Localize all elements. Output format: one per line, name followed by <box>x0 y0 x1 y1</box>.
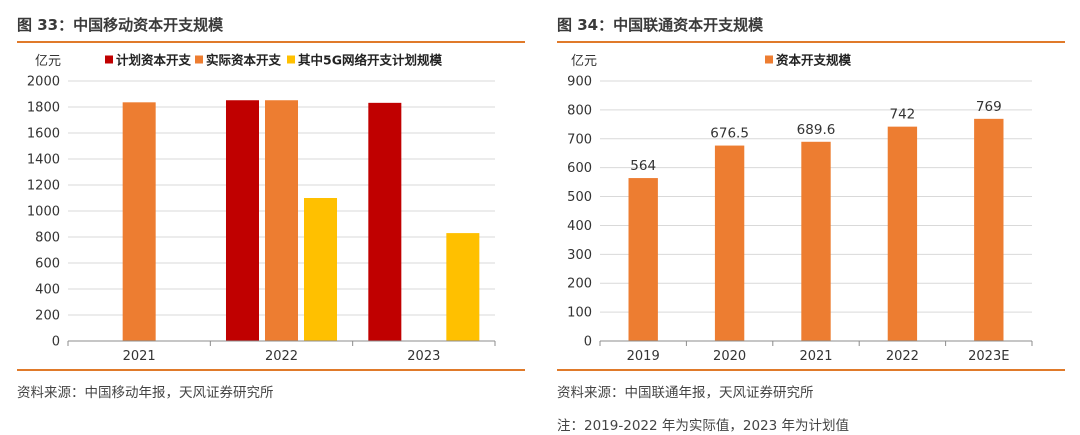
bar <box>225 100 259 341</box>
x-tick-label: 2019 <box>627 349 660 364</box>
x-tick-label: 2021 <box>799 349 832 364</box>
x-tick-label: 2021 <box>123 349 156 364</box>
y-tick-label: 200 <box>567 277 592 292</box>
title-divider <box>557 41 1065 43</box>
y-tick-label: 1600 <box>27 127 60 142</box>
legend-swatch <box>287 55 295 64</box>
y-tick-label: 2000 <box>27 75 60 90</box>
data-label: 676.5 <box>710 126 749 142</box>
legend-label: 资本开支规模 <box>776 53 852 68</box>
y-tick-label: 600 <box>35 257 60 272</box>
source-note: 资料来源：中国移动年报，天风证券研究所 <box>17 385 274 401</box>
bar <box>714 145 745 341</box>
figure-33: 图 33：中国移动资本开支规模 亿元 0 200 400 600 800 1000 1200 1… <box>17 0 525 435</box>
y-tick-label: 800 <box>35 231 60 246</box>
y-tick-label: 400 <box>35 283 60 298</box>
source-note: 资料来源：中国联通年报，天风证券研究所 <box>557 385 814 401</box>
x-tick-label: 2023 <box>407 349 440 364</box>
data-label: 742 <box>890 107 916 123</box>
x-tick-label: 2023E <box>968 349 1009 364</box>
y-tick-label: 900 <box>567 75 592 90</box>
bar <box>974 118 1004 341</box>
source-divider <box>557 369 1065 371</box>
y-tick-label: 700 <box>567 132 592 147</box>
title-divider <box>17 41 525 43</box>
bar <box>368 102 402 341</box>
y-tick-label: 600 <box>567 161 592 176</box>
figure-34: 图 34：中国联通资本开支规模 亿元 0 100 200 300 400 500 600 700… <box>557 0 1065 435</box>
x-tick-label: 2022 <box>265 349 298 364</box>
bar <box>628 178 658 341</box>
figure-title: 图 34：中国联通资本开支规模 <box>557 16 764 34</box>
y-tick-label: 1200 <box>27 179 60 194</box>
legend-label: 其中5G网络开支计划规模 <box>298 53 442 68</box>
data-label: 689.6 <box>797 122 836 138</box>
legend-label: 计划资本开支 <box>116 53 192 68</box>
figure-title: 图 33：中国移动资本开支规模 <box>17 16 224 34</box>
y-tick-label: 1000 <box>27 205 60 220</box>
legend-label: 实际资本开支 <box>206 53 282 68</box>
y-tick-label: 400 <box>567 219 592 234</box>
x-tick-label: 2020 <box>713 349 746 364</box>
data-label: 564 <box>630 158 656 174</box>
data-label: 769 <box>976 99 1002 115</box>
y-tick-label: 800 <box>567 103 592 118</box>
y-tick-label: 1800 <box>27 101 60 116</box>
capex-chart-china-unicom: 亿元 0 100 200 300 400 500 600 700 800 900 资本开支规模 564 2… <box>567 53 1033 364</box>
y-tick-label: 100 <box>567 306 592 321</box>
bar <box>887 126 918 342</box>
y-tick-label: 0 <box>52 335 60 350</box>
legend-swatch <box>765 55 773 64</box>
y-tick-label: 0 <box>584 335 592 350</box>
y-tick-label: 1400 <box>27 153 60 168</box>
bar <box>801 141 831 341</box>
y-tick-label: 300 <box>567 248 592 263</box>
bar <box>122 102 156 341</box>
y-axis-label: 亿元 <box>35 54 61 69</box>
footnote: 注：2019-2022 年为实际值，2023 年为计划值 <box>557 418 850 434</box>
bar <box>446 233 480 341</box>
legend-swatch <box>195 55 203 64</box>
source-divider <box>17 369 525 371</box>
bar <box>304 198 338 341</box>
capex-chart-china-mobile: 亿元 0 200 400 600 800 1000 1200 1400 1600 1800 2000 计… <box>27 53 496 364</box>
x-tick-label: 2022 <box>886 349 919 364</box>
y-tick-label: 200 <box>35 309 60 324</box>
legend-swatch <box>105 55 113 64</box>
y-axis-label: 亿元 <box>571 54 597 69</box>
y-tick-label: 500 <box>567 190 592 205</box>
bar <box>264 100 299 341</box>
